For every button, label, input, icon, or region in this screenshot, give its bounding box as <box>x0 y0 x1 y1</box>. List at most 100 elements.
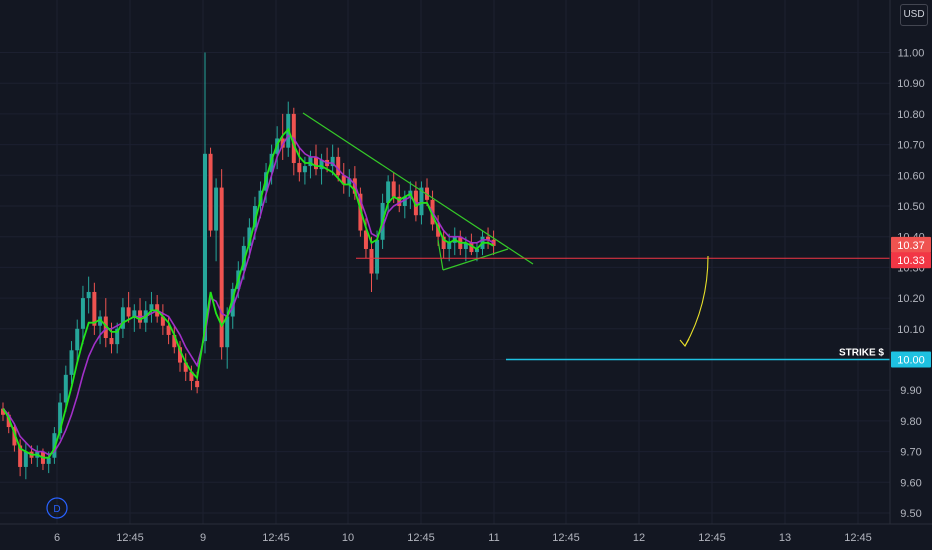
candle-body <box>52 433 57 458</box>
candle-body <box>126 307 131 317</box>
strike-label: STRIKE $ <box>839 348 884 359</box>
session-badge-circle[interactable] <box>46 497 68 519</box>
candle-body <box>166 325 171 335</box>
candle-body <box>363 230 368 249</box>
candle-body <box>336 156 341 176</box>
candle-body <box>225 316 230 348</box>
candle-body <box>132 310 137 317</box>
session-badge-label: D <box>53 504 60 515</box>
candle-body <box>469 242 474 253</box>
triangle-pattern[interactable] <box>302 112 534 271</box>
candle-body <box>297 163 302 173</box>
candle-body <box>195 380 200 388</box>
candle-body <box>402 196 407 206</box>
candle-body <box>486 236 491 240</box>
price-tick-label: 9.70 <box>900 447 921 459</box>
price-tick-label: 10.20 <box>897 293 925 305</box>
candle-body <box>46 457 51 464</box>
candle-body <box>115 328 120 345</box>
time-tick-label: 12:45 <box>698 532 726 544</box>
candle-body <box>109 338 114 345</box>
price-tag-label: 10.37 <box>897 240 925 252</box>
candle-body <box>6 414 11 428</box>
candle-body <box>319 159 324 170</box>
candle-body <box>208 153 213 231</box>
candle-body <box>302 166 307 173</box>
candle-body <box>330 156 335 167</box>
time-tick-label: 12 <box>633 532 645 544</box>
candle-body <box>86 291 91 299</box>
arrow-curve[interactable] <box>684 255 709 347</box>
triangle-lower-line[interactable] <box>442 248 509 271</box>
candle-body <box>436 224 441 237</box>
price-tick-label: 9.60 <box>900 477 921 489</box>
candle-body <box>375 239 380 274</box>
candle-body <box>252 206 257 228</box>
candle-body <box>18 445 23 467</box>
candle-body <box>12 427 17 446</box>
price-axis[interactable]: 9.509.609.709.809.9010.0010.1010.2010.30… <box>897 48 925 521</box>
projection-arrow[interactable] <box>679 255 709 347</box>
candle-body <box>98 316 103 326</box>
candle-body <box>219 187 224 348</box>
price-tick-label: 10.50 <box>897 201 925 213</box>
price-tick-label: 11.00 <box>898 48 925 60</box>
candle-body <box>183 362 188 372</box>
time-tick-label: 6 <box>54 532 60 544</box>
candle-body <box>247 227 252 246</box>
candle-body <box>80 298 85 329</box>
candle-body <box>149 304 154 311</box>
session-badge[interactable]: D <box>46 497 68 519</box>
candle-body <box>58 402 63 434</box>
price-tag-label: 10.33 <box>897 255 925 267</box>
price-tick-label: 10.10 <box>897 324 925 336</box>
candle-body <box>308 156 313 167</box>
candle-body <box>214 187 219 231</box>
triangle-left-line[interactable] <box>437 239 444 271</box>
candle-body <box>419 187 424 216</box>
time-tick-label: 9 <box>200 532 206 544</box>
candle-body <box>386 181 391 203</box>
candle-body <box>189 371 194 381</box>
price-tick-label: 10.70 <box>897 140 925 152</box>
candle-body <box>203 153 207 342</box>
candle-body <box>160 316 165 326</box>
time-tick-label: 13 <box>779 532 791 544</box>
time-tick-label: 12:45 <box>407 532 435 544</box>
price-tick-label: 9.50 <box>900 508 921 520</box>
time-axis[interactable]: 6 12:45 9 12:45 10 12:45 11 12:45 12 12:45 13 12:45 <box>54 532 872 544</box>
candle-body <box>369 248 374 274</box>
price-tag <box>891 236 931 253</box>
candle-body <box>463 242 468 249</box>
candle-body <box>447 242 452 249</box>
price-tick-label: 9.90 <box>900 385 921 397</box>
candle-body <box>341 175 346 185</box>
candle-body <box>314 156 318 170</box>
candle-body <box>1 408 5 415</box>
time-tick-label: 12:45 <box>552 532 580 544</box>
candle-body <box>69 350 74 375</box>
candle-body <box>172 334 177 348</box>
price-tag <box>891 252 931 269</box>
time-tick-label: 12:45 <box>262 532 290 544</box>
candle-body <box>230 288 235 317</box>
arrow-head <box>679 338 690 347</box>
candle-body <box>397 196 402 206</box>
candles <box>1 52 496 480</box>
ma-fast-line <box>2 127 495 459</box>
time-tick-label: 10 <box>342 532 354 544</box>
candle-body <box>63 374 68 403</box>
time-tick-label: 12:45 <box>844 532 872 544</box>
price-tags: 10.37 10.33 10.00 <box>891 236 931 368</box>
currency-button[interactable]: USD <box>900 4 928 26</box>
candle-body <box>92 291 97 326</box>
price-tick-label: 9.80 <box>900 416 921 428</box>
candle-body <box>474 248 479 253</box>
grid <box>0 0 890 524</box>
triangle-upper-line[interactable] <box>302 112 534 265</box>
price-tag <box>891 351 931 368</box>
candle-body <box>178 347 183 363</box>
price-tick-label: 10.90 <box>897 78 925 90</box>
candle-body <box>120 307 125 329</box>
